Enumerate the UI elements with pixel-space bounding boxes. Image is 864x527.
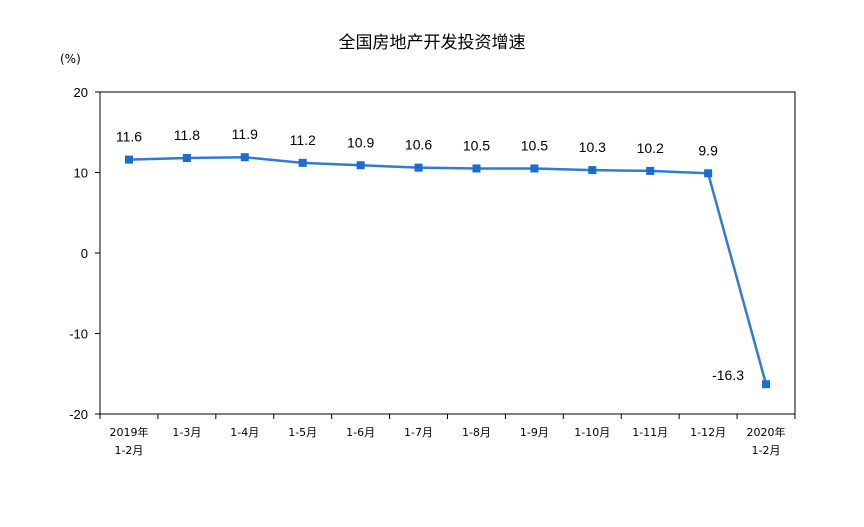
data-label: 11.2 (290, 132, 316, 148)
x-tick-label-line: 1-4月 (230, 426, 259, 439)
data-label: 10.5 (521, 137, 548, 153)
data-point-marker (472, 164, 481, 173)
x-tick-label: 1-12月 (690, 426, 726, 439)
x-tick-label-line: 1-6月 (346, 426, 375, 439)
x-tick-label-line: 2019年 (109, 425, 148, 439)
x-tick-label-line: 1-5月 (288, 426, 317, 439)
data-points (124, 153, 771, 389)
x-tick-label-line: 1-10月 (574, 426, 610, 439)
data-point-marker (704, 169, 713, 178)
data-label: -16.3 (712, 367, 744, 383)
x-tick-label: 1-8月 (462, 426, 491, 439)
x-tick-label-line: 1-2月 (114, 444, 143, 457)
data-point-marker (414, 163, 423, 172)
data-point-marker (182, 154, 191, 163)
y-tick-label: 20 (74, 85, 88, 100)
data-label: 10.2 (637, 140, 664, 156)
x-tick-label-line: 1-2月 (752, 444, 781, 457)
chart-title: 全国房地产开发投资增速 (338, 33, 526, 53)
data-label: 9.9 (698, 142, 718, 158)
data-point-marker (240, 153, 249, 162)
y-tick-label: 0 (81, 246, 88, 261)
data-point-marker (588, 166, 597, 175)
data-label: 11.9 (232, 126, 258, 142)
series-polyline (128, 155, 768, 385)
x-tick-label-line: 1-9月 (520, 426, 549, 439)
x-tick-label: 1-11月 (632, 426, 668, 439)
series-line (128, 155, 768, 385)
y-axis-unit-label: (%) (60, 52, 81, 66)
plot-area-frame (99, 91, 796, 415)
data-label: 10.9 (347, 134, 374, 150)
data-label: 11.6 (116, 129, 142, 145)
data-point-marker (646, 166, 655, 175)
data-label: 10.3 (579, 139, 606, 155)
data-label: 10.6 (405, 137, 432, 153)
x-axis-ticks: 2019年 1-2月 1-3月 1-4月 1-5月 1-6月 1-7月 1-8月 1-9月 1-1… (99, 414, 796, 457)
x-tick-label-line: 1-11月 (632, 426, 668, 439)
x-tick-label: 2020年 1-2月 (747, 425, 786, 457)
x-tick-label-line: 1-7月 (404, 426, 433, 439)
data-point-marker (124, 155, 133, 164)
data-labels: 11.6 11.8 11.9 11.2 10.9 10.6 10.5 10.5 10.3 10.2… (116, 126, 744, 383)
x-tick-label-line: 1-8月 (462, 426, 491, 439)
x-tick-label-line: 1-3月 (172, 426, 201, 439)
y-axis-ticks: 20 10 0 -10 -20 (69, 85, 100, 422)
x-tick-label: 1-5月 (288, 426, 317, 439)
y-tick-label: 10 (74, 166, 88, 181)
y-tick-label: -10 (69, 327, 88, 342)
x-tick-label: 1-3月 (172, 426, 201, 439)
data-label: 11.8 (174, 127, 200, 143)
data-point-marker (298, 158, 307, 167)
y-tick-label: -20 (69, 407, 88, 422)
x-tick-label: 1-7月 (404, 426, 433, 439)
chart-axes (99, 91, 796, 415)
x-tick-label: 1-10月 (574, 426, 610, 439)
x-tick-label-line: 2020年 (747, 425, 786, 439)
x-tick-label: 1-9月 (520, 426, 549, 439)
data-label: 10.5 (463, 137, 490, 153)
data-point-marker (356, 161, 365, 170)
x-tick-label: 1-6月 (346, 426, 375, 439)
data-point-marker (530, 164, 539, 173)
x-tick-label-line: 1-12月 (690, 426, 726, 439)
x-tick-label: 1-4月 (230, 426, 259, 439)
data-point-marker (762, 380, 771, 389)
x-tick-label: 2019年 1-2月 (109, 425, 148, 457)
